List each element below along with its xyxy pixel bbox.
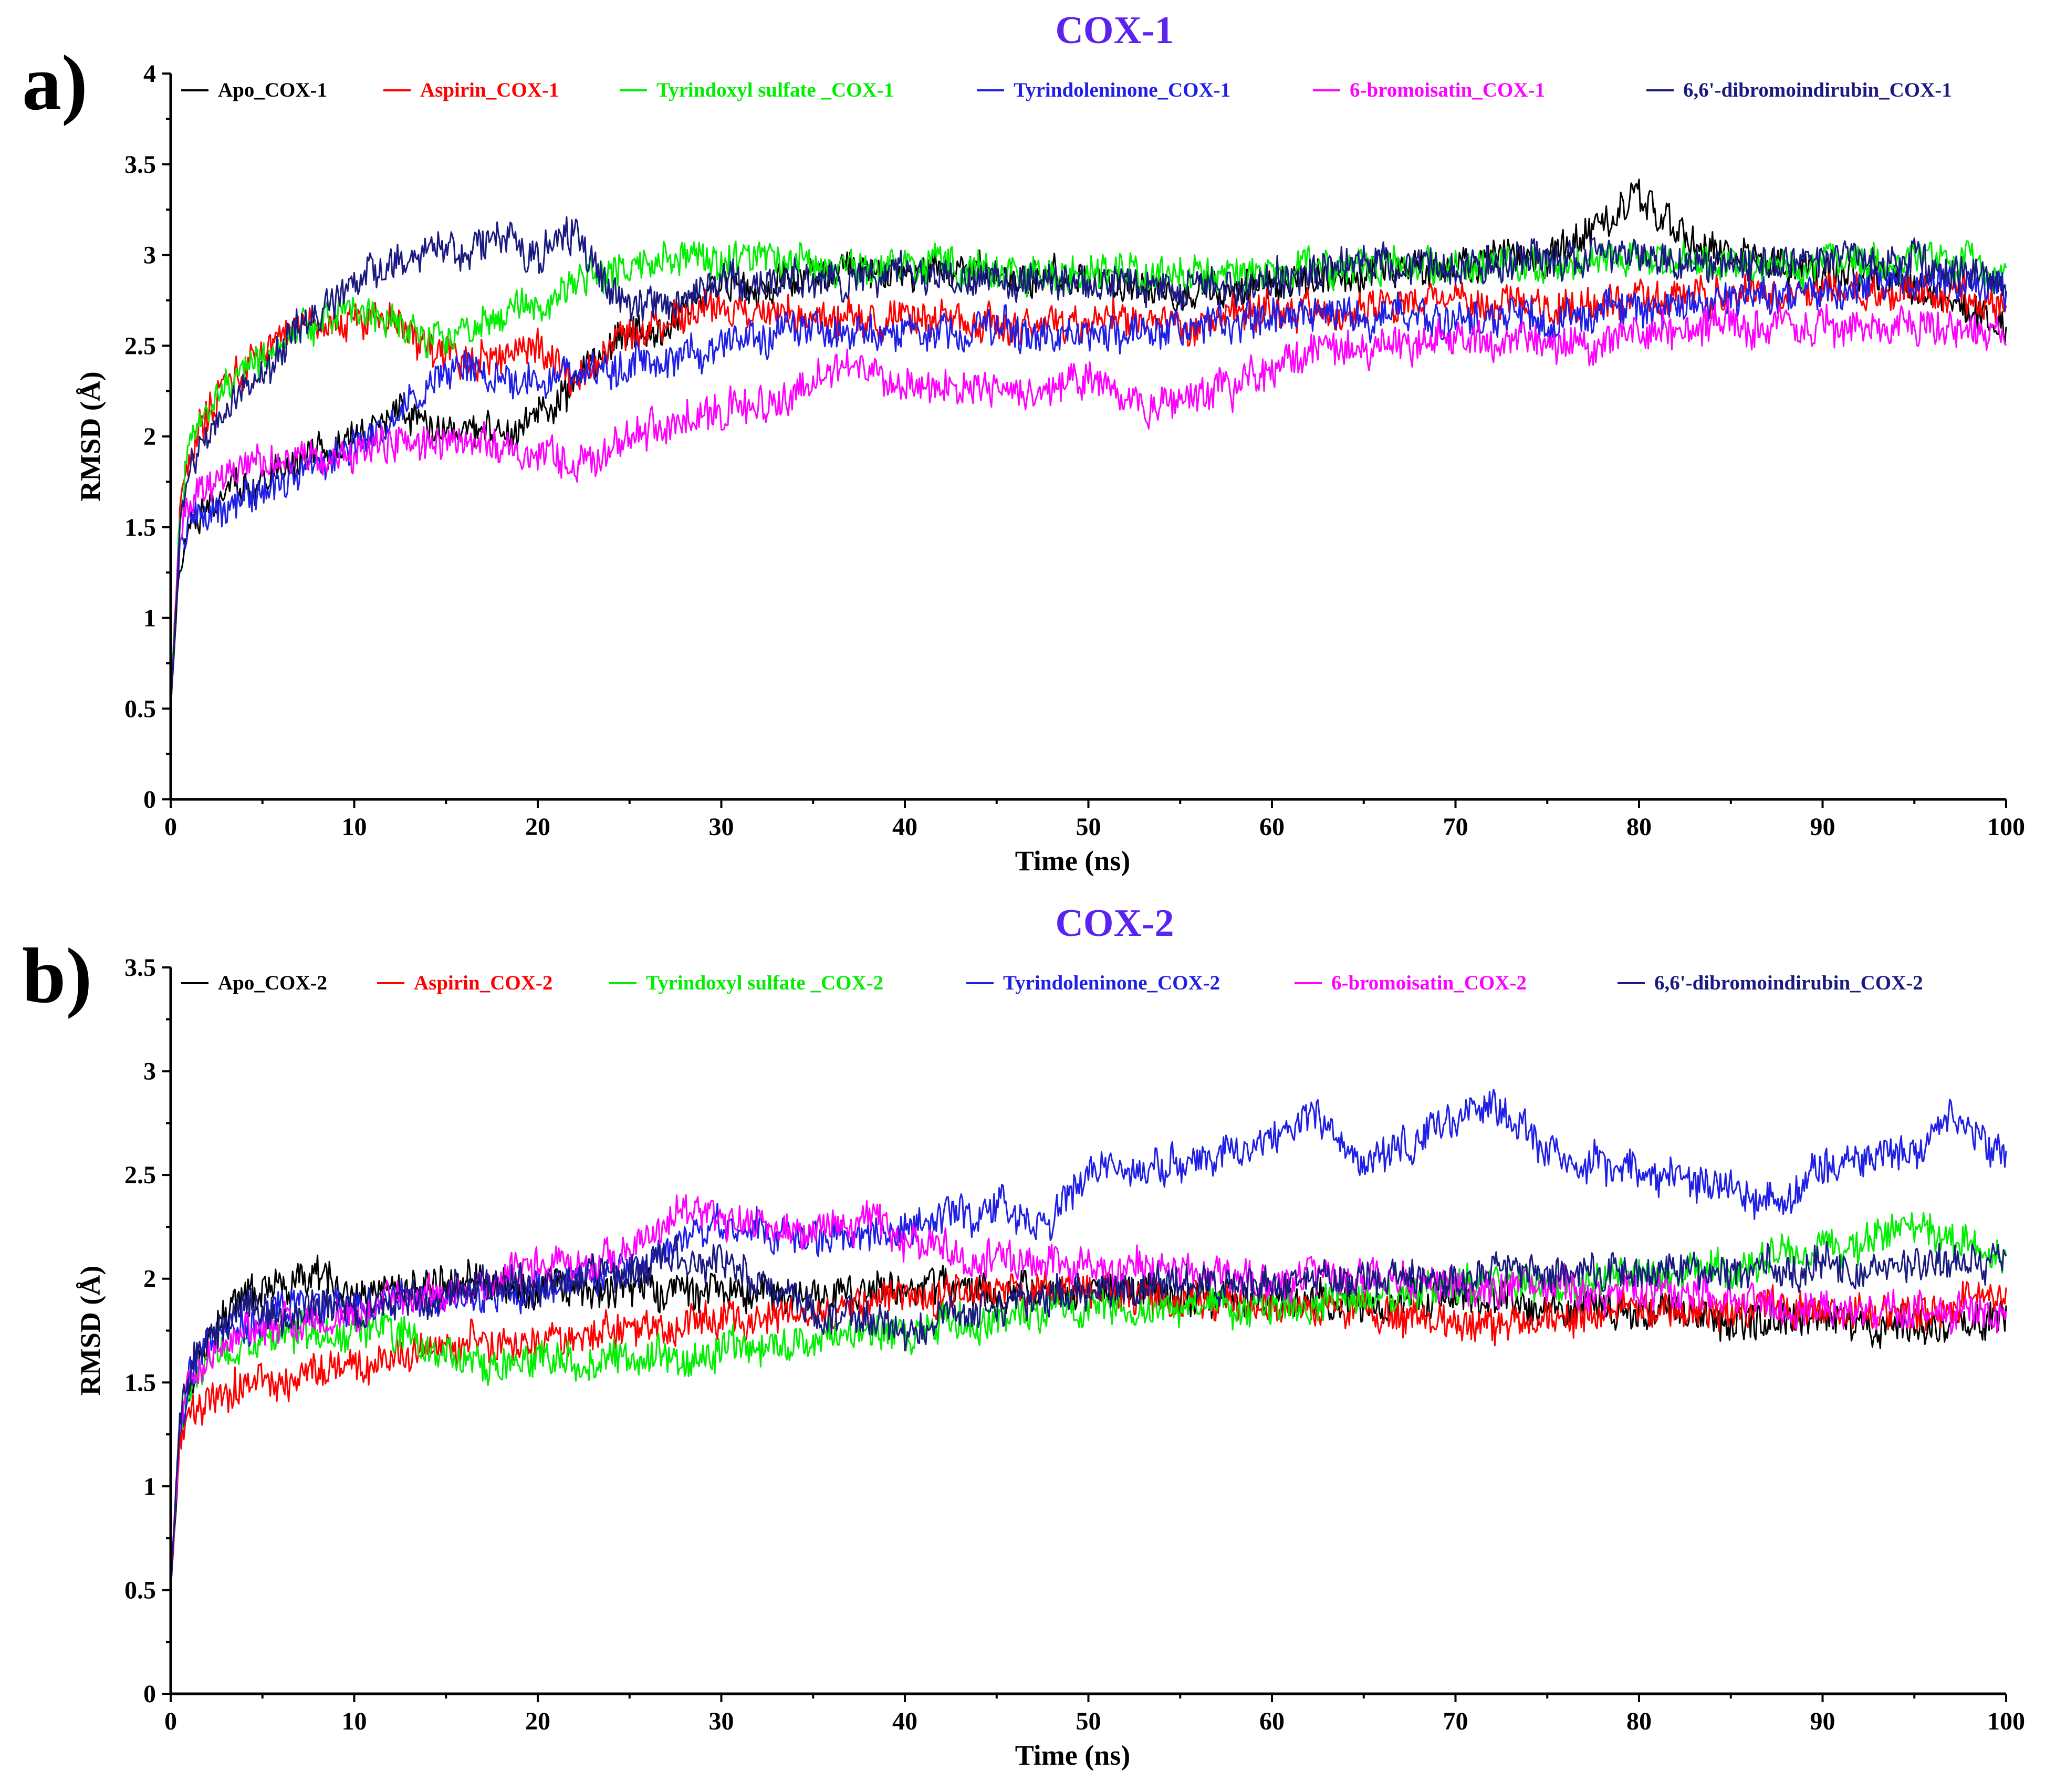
legend-label: Tyrindoxyl sulfate _COX-1 [656, 79, 894, 101]
legend-label: Apo_COX-1 [218, 79, 327, 101]
x-tick-label: 70 [1443, 813, 1468, 841]
y-tick-label: 2 [143, 1265, 156, 1293]
x-tick-label: 80 [1626, 1707, 1652, 1735]
legend-label: 6-bromoisatin_COX-1 [1350, 79, 1545, 101]
x-axis-label: Time (ns) [1015, 845, 1131, 877]
panel-label: a) [22, 39, 88, 127]
x-tick-label: 70 [1443, 1707, 1468, 1735]
x-tick-label: 40 [892, 1707, 917, 1735]
x-tick-label: 60 [1259, 1707, 1285, 1735]
legend-label: Tyrindoleninone_COX-1 [1014, 79, 1230, 101]
y-tick-label: 2.5 [124, 332, 156, 360]
series-line-tyrindoxyl-sulfate-cox-1 [170, 240, 2007, 709]
y-tick-label: 2 [143, 423, 156, 451]
x-tick-label: 10 [342, 1707, 367, 1735]
y-tick-label: 1 [143, 1473, 156, 1501]
series-group [170, 1089, 2007, 1590]
x-tick-label: 0 [164, 1707, 177, 1735]
legend-label: Tyrindoxyl sulfate _COX-2 [646, 972, 883, 994]
legend-label: Aspirin_COX-2 [414, 972, 552, 994]
series-line-6-bromoisatin-cox-2 [170, 1194, 2007, 1590]
x-tick-label: 90 [1810, 813, 1835, 841]
x-tick-label: 100 [1987, 1707, 2025, 1735]
series-line-6-6-dibromoindirubin-cox-2 [170, 1235, 2007, 1590]
y-tick-label: 2.5 [124, 1161, 156, 1189]
x-tick-label: 40 [892, 813, 917, 841]
x-tick-label: 90 [1810, 1707, 1835, 1735]
y-tick-label: 4 [143, 60, 156, 88]
series-line-aspirin-cox-1 [170, 271, 2007, 709]
legend-label: 6,6'-dibromoindirubin_COX-1 [1683, 79, 1952, 101]
y-tick-label: 3.5 [124, 151, 156, 179]
chart-title: COX-1 [1055, 9, 1174, 52]
x-tick-label: 20 [525, 813, 550, 841]
y-axis-label: RMSD (Å) [75, 1266, 106, 1395]
legend-label: Tyrindoleninone_COX-2 [1003, 972, 1220, 994]
series-line-6-6-dibromoindirubin-cox-1 [170, 216, 2007, 709]
x-tick-label: 30 [709, 1707, 734, 1735]
y-tick-label: 0 [143, 1680, 156, 1708]
y-tick-label: 3.5 [124, 954, 156, 982]
y-axis-label: RMSD (Å) [75, 371, 106, 501]
y-tick-label: 1.5 [124, 1369, 156, 1397]
legend-label: 6,6'-dibromoindirubin_COX-2 [1654, 972, 1923, 994]
series-line-aspirin-cox-2 [170, 1270, 2007, 1590]
series-line-tyrindoleninone-cox-1 [170, 257, 2007, 709]
panel-label: b) [22, 932, 92, 1019]
x-tick-label: 100 [1987, 813, 2025, 841]
x-tick-label: 50 [1076, 1707, 1101, 1735]
legend: Apo_COX-2 Aspirin_COX-2 Tyrindoxyl sulfate… [181, 972, 1923, 994]
y-tick-label: 1 [143, 605, 156, 632]
series-line-6-bromoisatin-cox-1 [170, 298, 2007, 709]
legend-label: Apo_COX-2 [218, 972, 327, 994]
y-tick-label: 0.5 [124, 1576, 156, 1604]
x-tick-label: 10 [342, 813, 367, 841]
legend-label: 6-bromoisatin_COX-2 [1331, 972, 1527, 994]
x-tick-label: 0 [164, 813, 177, 841]
series-line-tyrindoxyl-sulfate-cox-2 [170, 1212, 2007, 1590]
cox2-panel: COX-2 b) 0 10 20 30 40 50 60 70 80 90 100 0 0.5 1 1.5 2 2.… [22, 902, 2025, 1771]
x-tick-label: 80 [1626, 813, 1652, 841]
legend-label: Aspirin_COX-1 [420, 79, 559, 101]
x-tick-label: 60 [1259, 813, 1285, 841]
x-tick-label: 20 [525, 1707, 550, 1735]
y-tick-label: 0 [143, 786, 156, 814]
y-tick-label: 3 [143, 242, 156, 269]
x-tick-label: 50 [1076, 813, 1101, 841]
cox1-panel: COX-1 a) 0 10 20 30 40 50 60 70 80 90 100 0 0.5 1 1.5 2 2.… [22, 9, 2025, 877]
x-axis-label: Time (ns) [1015, 1739, 1131, 1771]
y-tick-label: 0.5 [124, 695, 156, 723]
x-tick-label: 30 [709, 813, 734, 841]
chart-title: COX-2 [1055, 902, 1174, 945]
y-tick-label: 3 [143, 1058, 156, 1086]
legend: Apo_COX-1 Aspirin_COX-1 Tyrindoxyl sulfate… [181, 79, 1952, 101]
y-tick-label: 1.5 [124, 514, 156, 541]
series-group [170, 178, 2007, 709]
